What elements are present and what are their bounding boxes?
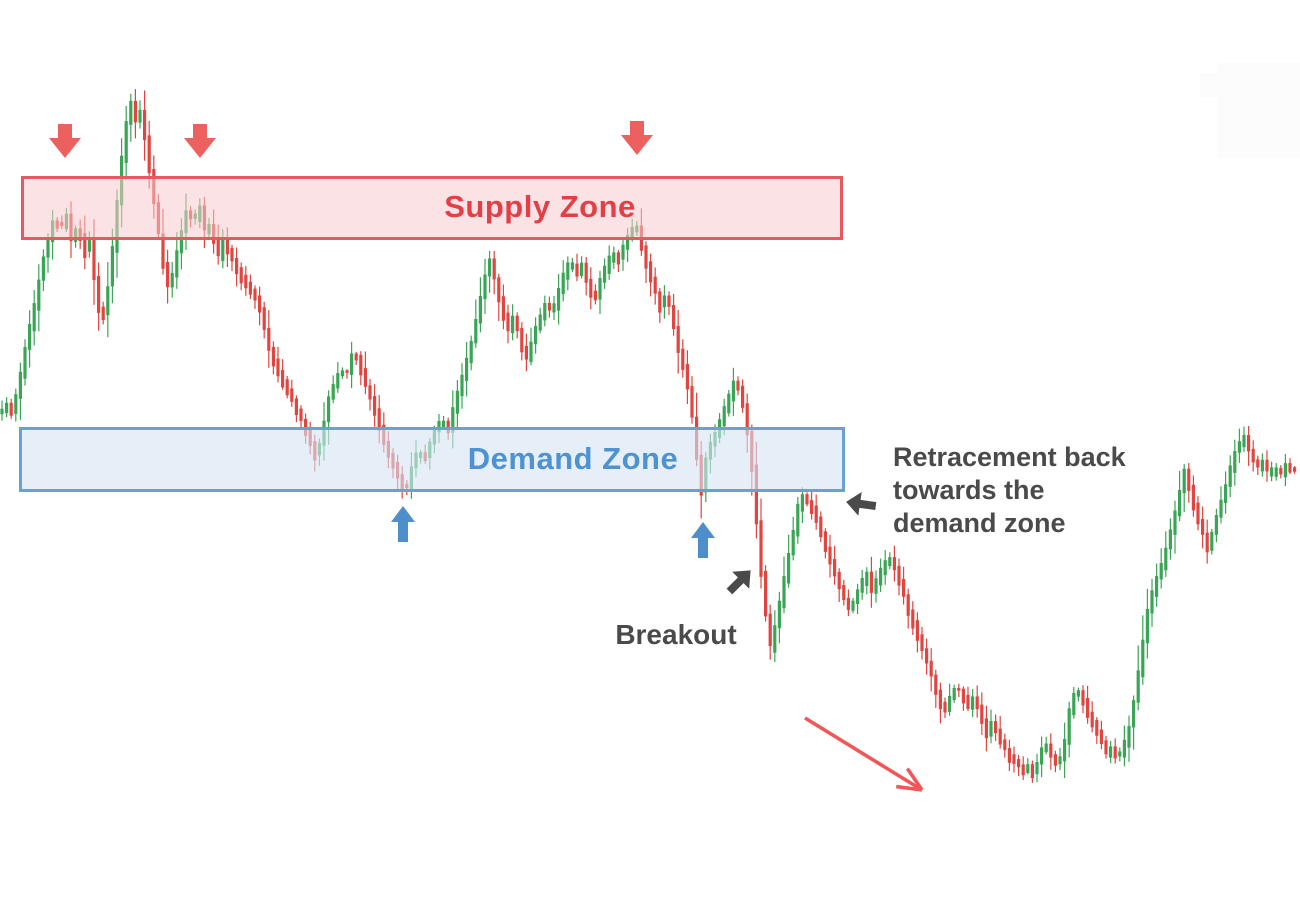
supply-zone-label: Supply Zone [444, 189, 636, 224]
up-arrow-icon [691, 522, 715, 558]
demand-zone-box [19, 427, 845, 492]
demand-touch-arrow-1 [390, 506, 416, 542]
down-arrow-icon [49, 124, 81, 158]
down-arrow-icon [184, 124, 216, 158]
down-arrow-icon [621, 121, 653, 155]
watermark-rect [1200, 73, 1220, 97]
downtrend-arrow [804, 716, 924, 792]
retracement-label-line-1: Retracement back [893, 442, 1126, 472]
up-arrow-icon [391, 506, 415, 542]
retracement-label-line-3: demand zone [893, 508, 1066, 538]
retracement-label: Retracement back towards the demand zone [893, 441, 1126, 540]
breakout-arrow [721, 562, 759, 600]
up-right-arrow-icon [726, 570, 751, 595]
retracement-label-line-2: towards the [893, 475, 1045, 505]
supply-touch-arrow-1 [48, 124, 82, 158]
supply-touch-arrow-3 [620, 121, 654, 155]
supply-touch-arrow-2 [183, 124, 217, 158]
breakout-label: Breakout [615, 619, 737, 650]
supply-zone-box [21, 176, 843, 240]
demand-zone-label: Demand Zone [467, 441, 679, 476]
left-arrow-icon [846, 491, 877, 516]
watermark-rect [1217, 63, 1300, 158]
demand-touch-arrow-2 [690, 522, 716, 558]
retracement-arrow [844, 490, 877, 518]
